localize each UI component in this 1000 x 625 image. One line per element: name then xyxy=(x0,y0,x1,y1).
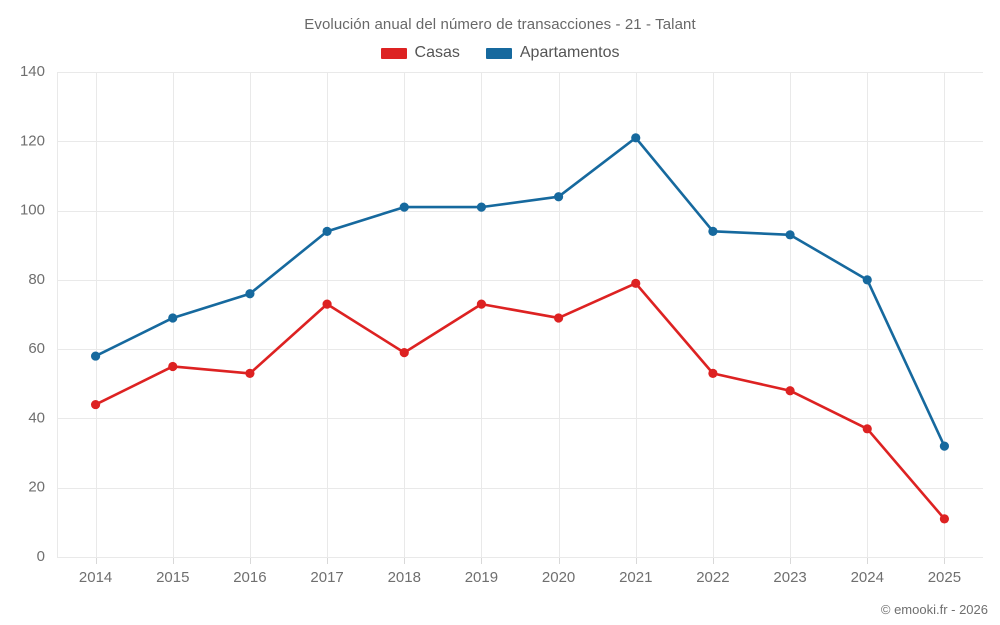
y-axis-label: 20 xyxy=(28,479,45,496)
data-point-casas-2020[interactable] xyxy=(553,313,564,323)
chart-legend: Casas Apartamentos xyxy=(0,44,1000,62)
y-axis-label: 40 xyxy=(28,409,45,426)
legend-item-casas[interactable]: Casas xyxy=(380,44,460,62)
legend-label-apartamentos: Apartamentos xyxy=(519,44,620,61)
data-point-apartamentos-2025[interactable] xyxy=(939,441,950,451)
x-axis-tick-labels: 2014 2015 2016 2017 2018 2019 2020 2021 2022 2023… xyxy=(79,569,961,586)
y-axis-tick-labels: 0 20 40 60 80 100 120 140 xyxy=(20,63,45,565)
x-axis-label: 2022 xyxy=(696,569,729,586)
y-axis-label: 0 xyxy=(37,548,45,565)
series-line-casas xyxy=(94,282,946,521)
data-point-casas-2023[interactable] xyxy=(785,386,795,396)
x-axis-label: 2019 xyxy=(465,569,498,586)
data-point-apartamentos-2023[interactable] xyxy=(785,230,795,240)
x-axis-label: 2020 xyxy=(542,569,575,586)
x-axis-label: 2014 xyxy=(79,569,112,586)
x-axis-label: 2025 xyxy=(928,569,961,586)
data-point-casas-2024[interactable] xyxy=(862,424,872,434)
data-point-casas-2021[interactable] xyxy=(631,278,641,288)
data-point-apartamentos-2022[interactable] xyxy=(708,226,718,236)
data-point-apartamentos-2016[interactable] xyxy=(245,289,255,299)
data-point-apartamentos-2020[interactable] xyxy=(553,192,564,202)
copyright-credit: © emooki.fr - 2026 xyxy=(880,602,988,617)
x-axis-label: 2017 xyxy=(310,569,343,586)
data-point-casas-2017[interactable] xyxy=(322,299,332,309)
legend-label-casas: Casas xyxy=(414,44,460,61)
legend-item-apartamentos[interactable]: Apartamentos xyxy=(485,44,620,62)
series-line-apartamentos xyxy=(94,136,946,448)
y-axis-label: 120 xyxy=(20,132,45,149)
legend-swatch-casas xyxy=(380,47,407,59)
data-point-apartamentos-2019[interactable] xyxy=(476,202,487,212)
gridlines xyxy=(57,72,983,564)
x-axis-label: 2016 xyxy=(233,569,266,586)
data-point-casas-2019[interactable] xyxy=(476,299,487,309)
chart-title: Evolución anual del número de transaccio… xyxy=(304,16,696,33)
x-axis-label: 2018 xyxy=(388,569,421,586)
y-axis-label: 140 xyxy=(20,63,45,80)
data-point-apartamentos-2014[interactable] xyxy=(90,351,101,361)
data-point-apartamentos-2015[interactable] xyxy=(168,313,178,323)
data-point-casas-2016[interactable] xyxy=(245,368,255,378)
y-axis-label: 80 xyxy=(28,271,45,288)
data-point-casas-2025[interactable] xyxy=(939,514,950,524)
data-point-casas-2018[interactable] xyxy=(399,348,409,358)
data-point-casas-2022[interactable] xyxy=(708,368,718,378)
data-point-casas-2015[interactable] xyxy=(168,361,178,372)
x-axis-label: 2021 xyxy=(619,569,652,586)
data-point-apartamentos-2017[interactable] xyxy=(322,226,332,236)
data-point-apartamentos-2021[interactable] xyxy=(631,133,641,143)
x-axis-label: 2024 xyxy=(851,569,884,586)
data-point-casas-2014[interactable] xyxy=(90,399,101,410)
data-point-apartamentos-2024[interactable] xyxy=(862,275,872,285)
x-axis-label: 2015 xyxy=(156,569,189,586)
x-axis-label: 2023 xyxy=(773,569,806,586)
y-axis-label: 100 xyxy=(20,202,45,219)
data-series-group xyxy=(90,133,950,524)
legend-swatch-apartamentos xyxy=(485,47,512,59)
data-point-apartamentos-2018[interactable] xyxy=(399,202,409,212)
y-axis-label: 60 xyxy=(28,340,45,357)
